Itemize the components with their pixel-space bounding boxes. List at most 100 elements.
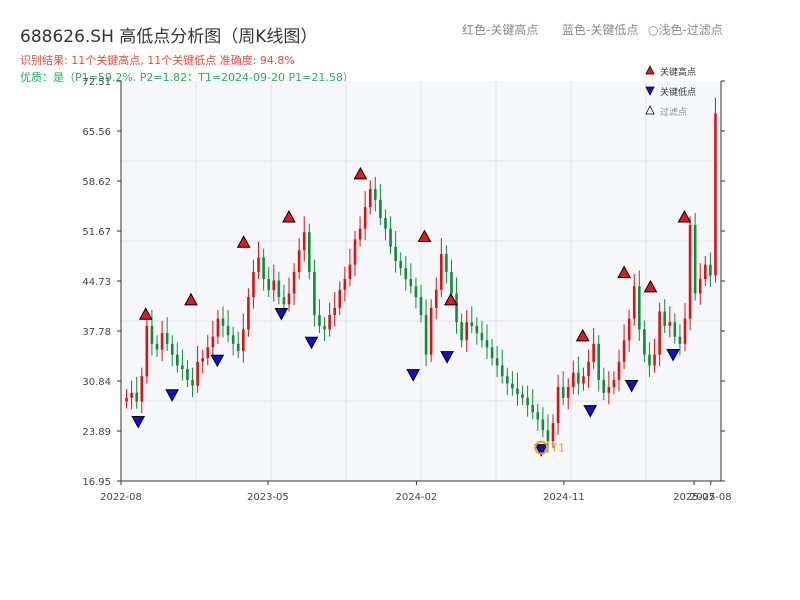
candle-body bbox=[698, 279, 702, 294]
key-high-marker bbox=[444, 292, 458, 306]
key-low-marker bbox=[165, 389, 179, 402]
candle-body bbox=[211, 336, 215, 348]
candle-body bbox=[434, 289, 438, 308]
x-tick-label: 2023-05 bbox=[247, 492, 289, 503]
candle-body bbox=[353, 239, 357, 265]
legend-high-icon bbox=[645, 65, 655, 75]
candle-body bbox=[160, 333, 164, 350]
candle-body bbox=[531, 405, 534, 413]
legend-blue-key-low: 蓝色-关键低点 bbox=[562, 23, 639, 37]
key-low-marker bbox=[274, 307, 289, 321]
candle-body bbox=[673, 322, 677, 337]
candle-body bbox=[191, 379, 194, 386]
candle-body bbox=[638, 286, 641, 330]
candle-body bbox=[165, 333, 169, 344]
candle-body bbox=[582, 376, 585, 384]
legend-high-label: 关键高点 bbox=[660, 66, 696, 78]
legend-low-label: 关键低点 bbox=[660, 86, 696, 98]
x-tick-label: 2025-08 bbox=[690, 492, 732, 503]
key-high-marker bbox=[617, 265, 631, 278]
candle-body bbox=[247, 297, 250, 330]
candle-body bbox=[704, 264, 707, 280]
candle-body bbox=[587, 361, 590, 377]
candle-body bbox=[511, 383, 514, 389]
key-low-marker bbox=[210, 354, 225, 368]
candle-body bbox=[460, 322, 463, 341]
legend-red-key-high: 红色-关键高点 bbox=[462, 23, 539, 37]
key-high-marker bbox=[643, 279, 658, 293]
candle-body bbox=[607, 387, 611, 393]
candle-body bbox=[450, 271, 453, 294]
candle-body bbox=[500, 365, 504, 377]
candle-body bbox=[561, 387, 565, 398]
candle-body bbox=[302, 232, 306, 251]
candle-body bbox=[455, 293, 458, 323]
candle-body bbox=[206, 347, 210, 359]
t1-ring bbox=[534, 440, 549, 455]
candle-body bbox=[480, 333, 484, 341]
candle-body bbox=[323, 325, 326, 330]
candle-body bbox=[282, 297, 286, 305]
candle-body bbox=[308, 232, 311, 272]
candle-body bbox=[663, 311, 666, 326]
candle-body bbox=[470, 322, 474, 326]
candle-body bbox=[318, 315, 321, 326]
candle-body bbox=[297, 250, 301, 272]
legend-low-icon bbox=[645, 86, 655, 96]
candle-body bbox=[226, 325, 230, 336]
key-high-marker bbox=[353, 166, 368, 180]
candle-body bbox=[404, 268, 408, 280]
candle-body bbox=[348, 264, 352, 280]
candle-body bbox=[572, 372, 575, 388]
key-low-marker bbox=[406, 369, 421, 382]
y-tick-label: 16.95 bbox=[82, 477, 111, 488]
candle-body bbox=[566, 387, 570, 398]
candle-body bbox=[150, 325, 154, 344]
candle-body bbox=[490, 347, 494, 359]
key-low-marker bbox=[666, 348, 680, 362]
candle-body bbox=[602, 379, 606, 393]
result-summary: 识别结果: 11个关键高点, 11个关键低点 准确度: 94.8% bbox=[20, 54, 295, 67]
candle-body bbox=[267, 279, 270, 290]
candle-body bbox=[632, 286, 636, 319]
candle-body bbox=[216, 318, 220, 337]
candle-body bbox=[617, 361, 621, 380]
chart-title: 688626.SH 高低点分析图（周K线图） bbox=[20, 27, 318, 47]
candle-body bbox=[688, 225, 692, 319]
candle-body bbox=[643, 329, 646, 355]
candle-body bbox=[577, 372, 580, 384]
candle-body bbox=[181, 365, 184, 370]
y-tick-label: 58.62 bbox=[82, 177, 111, 188]
candle-body bbox=[627, 318, 631, 341]
candle-body bbox=[414, 286, 418, 298]
key-high-marker bbox=[417, 229, 432, 242]
legend-filtered-label: 过滤点 bbox=[660, 106, 687, 118]
candle-body bbox=[389, 228, 392, 247]
candle-body bbox=[262, 257, 265, 280]
candle-body bbox=[196, 361, 199, 386]
candle-body bbox=[236, 343, 240, 352]
candle-body bbox=[475, 325, 479, 334]
candle-body bbox=[333, 307, 336, 316]
key-low-marker bbox=[304, 336, 319, 350]
legend-filtered-icon bbox=[645, 105, 655, 115]
candle-body bbox=[653, 354, 656, 366]
candle-body bbox=[678, 336, 682, 344]
key-low-marker bbox=[583, 405, 598, 418]
candle-body bbox=[399, 261, 402, 269]
candle-body bbox=[328, 315, 331, 330]
candle-body bbox=[592, 343, 595, 362]
candle-body bbox=[379, 199, 382, 218]
candle-body bbox=[445, 253, 448, 272]
candle-body bbox=[257, 257, 260, 272]
key-low-marker bbox=[534, 444, 549, 457]
candle-body bbox=[186, 369, 189, 380]
candle-body bbox=[170, 343, 174, 355]
candle-body bbox=[130, 392, 133, 398]
candle-body bbox=[221, 318, 225, 326]
candle-body bbox=[394, 246, 397, 262]
candle-body bbox=[125, 397, 128, 402]
y-tick-label: 51.67 bbox=[82, 227, 111, 238]
candle-body bbox=[135, 392, 138, 402]
candle-body bbox=[201, 358, 204, 362]
